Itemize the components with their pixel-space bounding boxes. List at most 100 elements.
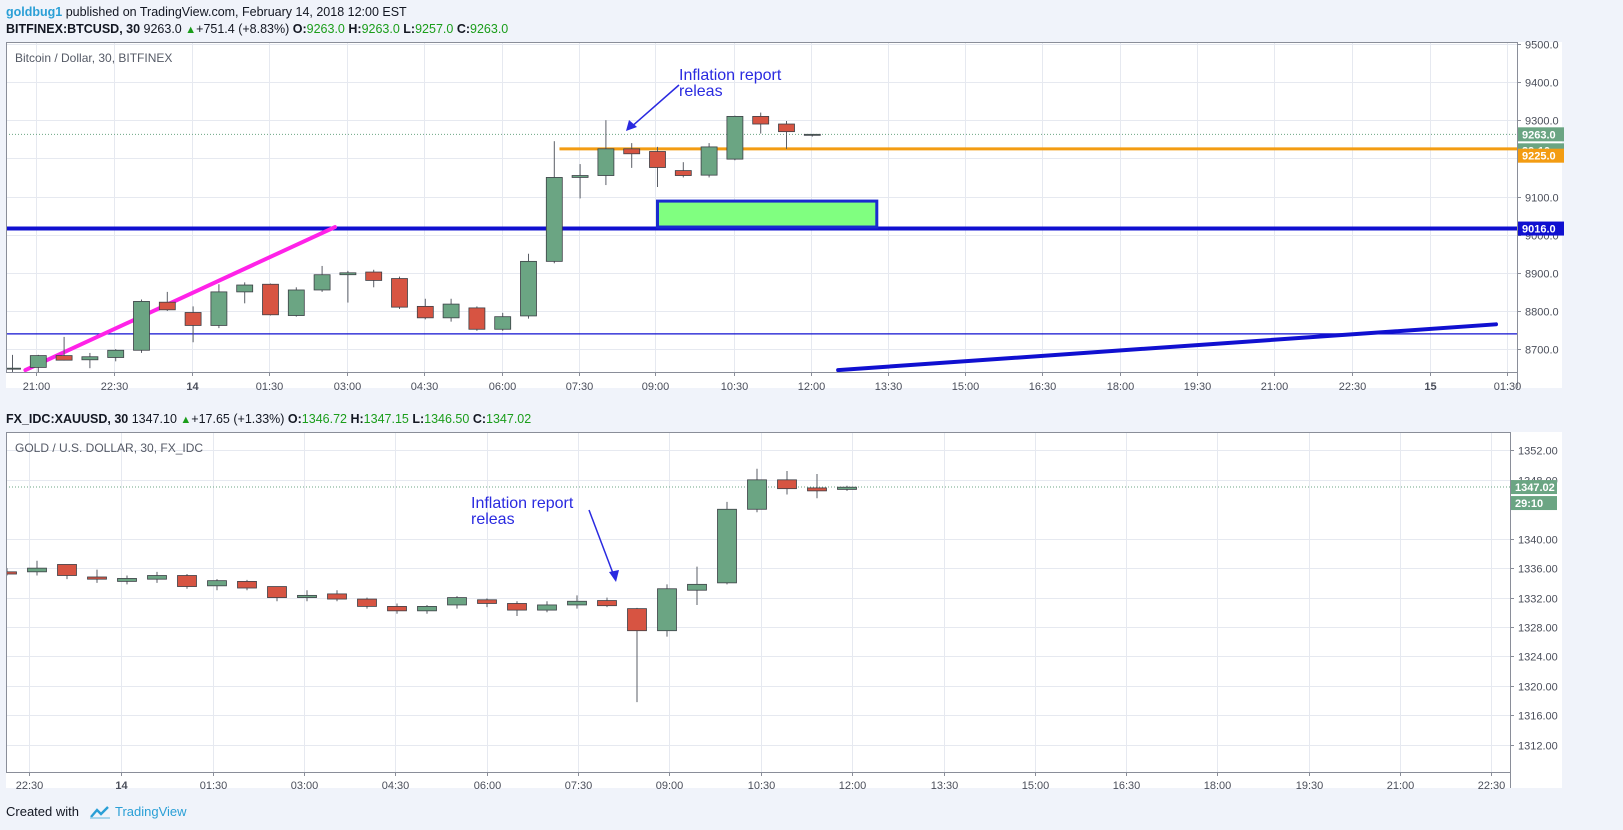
pane-background <box>6 432 1562 788</box>
candle <box>339 270 357 303</box>
x-tick-label: 18:00 <box>1107 381 1135 393</box>
candle <box>81 352 99 369</box>
candle <box>442 298 460 322</box>
x-tick-label: 06:00 <box>474 780 502 792</box>
candle <box>357 597 377 609</box>
gold-low: 1346.50 <box>424 412 470 426</box>
y-tick-label: 1316.00 <box>1518 711 1558 723</box>
candle-body <box>117 578 137 582</box>
countdown-label: 29:10 <box>1515 498 1543 510</box>
x-tick-label: 04:30 <box>411 381 439 393</box>
x-tick-label: 21:00 <box>1387 780 1415 792</box>
candle-body <box>7 571 17 575</box>
candle <box>7 354 21 372</box>
x-tick-label: 18:00 <box>1204 780 1232 792</box>
x-tick-label: 01:30 <box>1494 381 1522 393</box>
candle-body <box>81 356 99 361</box>
btc-change: +751.4 (+8.83%) <box>196 22 290 36</box>
up-arrow-icon: ▲ <box>180 414 192 426</box>
candle <box>747 468 767 513</box>
btc-symbol-line: BITFINEX:BTCUSD, 30 9263.0 ▲+751.4 (+8.8… <box>6 22 508 36</box>
candle-body <box>717 508 737 584</box>
y-tick-label: 1324.00 <box>1518 652 1558 664</box>
candle-body <box>236 284 254 293</box>
x-tick-label: 22:30 <box>1478 780 1506 792</box>
candle-body <box>803 133 821 136</box>
author-name[interactable]: goldbug1 <box>6 5 63 19</box>
plot-area <box>7 468 1510 703</box>
candle <box>468 306 486 331</box>
x-tick-label: 21:00 <box>1261 381 1289 393</box>
candle-body <box>210 291 228 326</box>
tradingview-brand[interactable]: TradingView <box>114 804 187 819</box>
candle-body <box>778 123 795 133</box>
annotation-line1: Inflation report <box>471 495 574 512</box>
gold-symbol[interactable]: FX_IDC:XAUUSD, 30 <box>6 412 129 426</box>
candle <box>87 569 107 583</box>
candle <box>158 291 176 311</box>
candle-body <box>807 487 827 492</box>
candle <box>297 590 317 602</box>
y-tick-label: 8900.0 <box>1525 269 1559 281</box>
annotation-arrow-head <box>609 570 619 582</box>
green-zone <box>656 199 879 229</box>
candle-body <box>597 600 617 607</box>
btc-symbol[interactable]: BITFINEX:BTCUSD, 30 <box>6 22 141 36</box>
y-tick-label: 1332.00 <box>1518 594 1558 606</box>
candle <box>29 354 47 372</box>
candle-body <box>752 115 770 125</box>
annotation-arrow-head <box>626 120 637 131</box>
candle <box>674 162 692 178</box>
candle-body <box>158 301 176 311</box>
candle-body <box>447 597 467 606</box>
x-tick-label: 03:00 <box>334 381 362 393</box>
x-tick-label: 13:30 <box>931 780 959 792</box>
candle-body <box>507 603 527 611</box>
x-tick-label: 16:30 <box>1029 381 1057 393</box>
candle <box>27 560 47 576</box>
x-tick-label: 16:30 <box>1113 780 1141 792</box>
candle <box>623 143 641 168</box>
candle <box>777 471 797 495</box>
publisher-line: goldbug1 published on TradingView.com, F… <box>6 5 407 19</box>
btc-open-label: O: <box>292 22 307 36</box>
candle-body <box>657 588 677 632</box>
trendline-blue <box>836 322 1498 372</box>
gold-open: 1346.72 <box>301 412 347 426</box>
x-tick-label: 14 <box>115 780 128 792</box>
x-tick-label: 01:30 <box>200 780 228 792</box>
created-with-text: Created with <box>6 804 79 819</box>
candle-body <box>177 575 197 587</box>
candle <box>313 265 331 292</box>
btc-last-price: 9263.0 <box>143 22 182 36</box>
orange-level-label-bg <box>1518 148 1564 163</box>
candle <box>365 269 383 288</box>
candle <box>657 584 677 637</box>
candle <box>147 571 167 583</box>
blue-level-label: 9016.0 <box>1522 224 1556 236</box>
candle-body <box>287 289 305 316</box>
candle-body <box>29 355 47 368</box>
candle-body <box>597 148 615 176</box>
published-text: published on TradingView.com, February 1… <box>65 5 407 19</box>
x-tick-label: 19:30 <box>1184 381 1212 393</box>
candle-body <box>262 283 279 316</box>
btc-low: 9257.0 <box>415 22 454 36</box>
last-price-label-bg <box>1518 127 1564 142</box>
last-price-label-bg <box>1511 480 1557 495</box>
x-tick-label: 21:00 <box>23 381 51 393</box>
x-tick-label: 19:30 <box>1296 780 1324 792</box>
candle <box>571 164 589 199</box>
x-tick-label: 07:30 <box>566 381 594 393</box>
candle <box>447 596 467 609</box>
candle-body <box>416 305 434 319</box>
candle <box>184 306 202 343</box>
candle-body <box>687 583 707 591</box>
candle-body <box>339 272 357 276</box>
y-tick-label: 1340.00 <box>1518 535 1558 547</box>
candle-body <box>327 593 347 600</box>
btc-high: 9263.0 <box>361 22 400 36</box>
x-tick-label: 10:30 <box>748 780 776 792</box>
x-tick-label: 10:30 <box>721 381 749 393</box>
